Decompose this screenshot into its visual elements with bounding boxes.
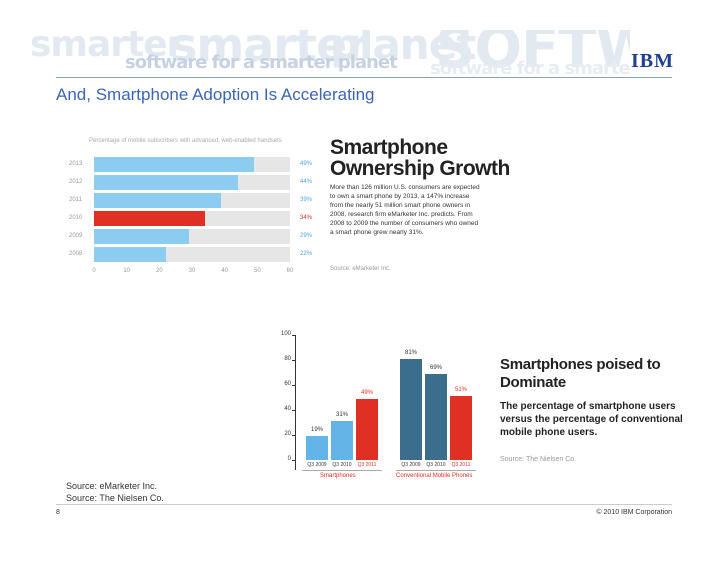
dominate-headline: Smartphones poised to Dominate [500, 356, 661, 392]
ownership-headline-line2: Ownership Growth [330, 157, 510, 180]
adoption-bar-chart: Percentage of mobile subscribers with ad… [64, 138, 312, 278]
column-value-label: 69% [429, 364, 442, 371]
ibm-logo: IBM [631, 50, 674, 72]
slide-title: And, Smartphone Adoption Is Accelerating [56, 85, 375, 104]
column-bar [306, 436, 328, 460]
group-divider [302, 470, 382, 471]
dominate-headline-line2: Dominate [500, 374, 566, 391]
x-tick-label: 0 [92, 268, 96, 274]
page-number: 8 [56, 509, 60, 516]
bar [94, 193, 222, 208]
column-x-label: Q3 2011 [357, 462, 377, 468]
dominate-body: The percentage of smartphone users versu… [500, 401, 683, 438]
column-bar [331, 421, 353, 460]
column-x-label: Q3 2010 [332, 462, 352, 468]
y-tick-mark [292, 360, 295, 361]
group-divider [396, 470, 476, 471]
banner-word: smarter [170, 30, 369, 72]
bar [94, 229, 189, 244]
bar [94, 211, 206, 226]
column-value-label: 19% [310, 427, 323, 434]
column-bar [400, 358, 422, 460]
bar-row-label: 2011 [69, 197, 82, 203]
smartphone-share-column-chart: 0 20 40 60 80 100 19% Q3 2009 31% Q3 2010 49% Q3 20… [270, 330, 495, 490]
column-x-label: Q3 2010 [426, 462, 446, 468]
group-label: Conventional Mobile Phones [396, 473, 473, 479]
y-tick-label: 80 [284, 356, 291, 362]
bar-value-label: 29% [300, 233, 313, 239]
bar-row-label: 2013 [69, 161, 83, 167]
dominate-headline-line1: Smartphones poised to [500, 356, 661, 373]
copyright: © 2010 IBM Corporation [596, 509, 672, 516]
bar-row-label: 2008 [69, 251, 83, 257]
footer-divider [56, 504, 672, 505]
banner-word: planet [330, 30, 476, 69]
dominate-source: Source: The Nielsen Co. [500, 456, 577, 463]
y-tick-mark [292, 460, 295, 461]
column-value-label: 81% [404, 349, 417, 356]
y-tick-mark [292, 335, 295, 336]
footer-source-2: Source: The Nielsen Co. [66, 493, 164, 503]
x-tick-label: 10 [123, 268, 130, 274]
y-tick-label: 40 [284, 406, 291, 412]
x-tick-label: 50 [253, 268, 261, 274]
x-tick-label: 30 [188, 268, 196, 274]
bar-row-label: 2012 [69, 179, 83, 185]
banner-word: SOFTWARE [435, 30, 630, 81]
ownership-headline-line1: Smartphone [330, 136, 448, 159]
banner-word: smarter [30, 30, 184, 65]
bar-row-label: 2010 [69, 215, 83, 221]
column-x-label: Q3 2009 [307, 462, 327, 468]
x-tick-label: 40 [221, 268, 228, 274]
y-tick-label: 100 [280, 331, 291, 337]
bar [94, 157, 255, 172]
group-label: Smartphones [320, 473, 356, 479]
chart-subtitle: Percentage of mobile subscribers with ad… [89, 138, 282, 144]
smarter-planet-banner: smarter smarter planet SOFTWARE software… [30, 30, 630, 82]
y-tick-mark [292, 410, 295, 411]
footer-sources: Source: eMarketer Inc. Source: The Niels… [66, 480, 164, 504]
x-tick-label: 60 [286, 268, 294, 274]
footer-source-1: Source: eMarketer Inc. [66, 481, 158, 491]
y-tick-label: 60 [284, 381, 291, 387]
title-divider [56, 77, 672, 78]
y-tick-mark [292, 435, 295, 436]
y-tick-mark [292, 385, 295, 386]
ownership-body: More than 126 million U.S. consumers are… [330, 184, 480, 236]
column-x-label: Q3 2009 [401, 462, 421, 468]
column-bar [356, 398, 378, 460]
banner-tagline: software for a smarter planet [430, 58, 630, 79]
bar-value-label: 22% [300, 251, 313, 257]
column-x-label: Q3 2011 [451, 462, 471, 468]
column-bar [450, 396, 472, 460]
bar [94, 247, 166, 262]
bar [94, 175, 238, 190]
y-tick-label: 0 [287, 456, 291, 462]
bar-value-label: 39% [300, 197, 313, 203]
y-axis [295, 335, 296, 470]
column-bar [425, 373, 447, 460]
ownership-headline: Smartphone Ownership Growth [330, 137, 510, 179]
column-value-label: 49% [360, 389, 373, 396]
ownership-source: Source: eMarketer Inc. [330, 266, 391, 272]
bar-value-label: 34% [300, 215, 313, 221]
bar-value-label: 49% [300, 161, 313, 167]
column-value-label: 51% [454, 387, 467, 394]
bar-row-label: 2009 [69, 233, 83, 239]
y-tick-label: 20 [284, 431, 291, 437]
x-tick-label: 20 [155, 268, 163, 274]
bar-value-label: 44% [300, 179, 313, 185]
column-value-label: 31% [335, 412, 348, 419]
banner-tagline: software for a smarter planet [125, 52, 398, 73]
